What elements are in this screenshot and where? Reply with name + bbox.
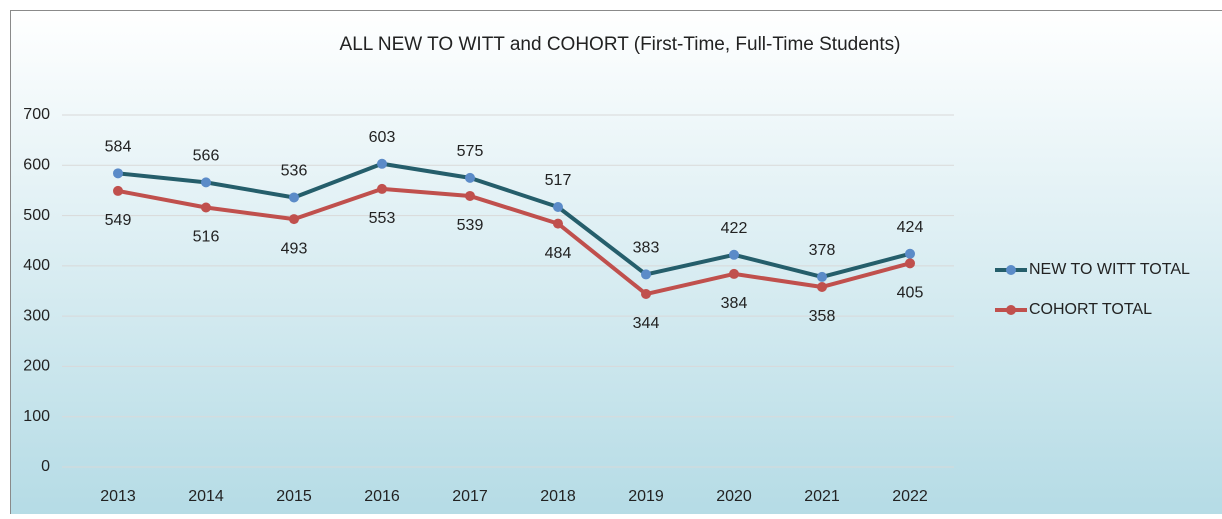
data-label: 575 xyxy=(457,143,484,160)
data-label: 536 xyxy=(281,163,308,180)
data-label: 549 xyxy=(105,212,132,229)
y-tick-label: 400 xyxy=(23,257,50,274)
y-tick-label: 100 xyxy=(23,408,50,425)
x-tick-label: 2013 xyxy=(100,488,136,505)
x-tick-label: 2018 xyxy=(540,488,576,505)
data-point xyxy=(905,249,915,259)
x-tick-label: 2019 xyxy=(628,488,664,505)
legend-marker xyxy=(1006,265,1016,275)
x-tick-label: 2016 xyxy=(364,488,400,505)
data-label: 517 xyxy=(545,172,572,189)
y-tick-label: 0 xyxy=(41,458,50,475)
data-label: 422 xyxy=(721,220,748,237)
data-point xyxy=(817,272,827,282)
data-label: 584 xyxy=(105,139,132,156)
data-label: 484 xyxy=(545,245,572,262)
data-point xyxy=(289,192,299,202)
data-point xyxy=(729,250,739,260)
y-tick-label: 300 xyxy=(23,307,50,324)
x-tick-label: 2015 xyxy=(276,488,312,505)
data-point xyxy=(201,177,211,187)
x-tick-label: 2017 xyxy=(452,488,488,505)
data-label: 358 xyxy=(809,308,836,325)
data-label: 516 xyxy=(193,229,220,246)
x-tick-label: 2020 xyxy=(716,488,752,505)
data-label: 539 xyxy=(457,217,484,234)
data-point xyxy=(905,258,915,268)
data-label: 553 xyxy=(369,210,396,227)
data-point xyxy=(113,168,123,178)
x-tick-label: 2022 xyxy=(892,488,928,505)
y-tick-label: 500 xyxy=(23,207,50,224)
data-label: 384 xyxy=(721,295,748,312)
data-point xyxy=(729,269,739,279)
chart-title: ALL NEW TO WITT and COHORT (First-Time, … xyxy=(340,34,901,55)
data-label: 405 xyxy=(897,285,924,302)
data-point xyxy=(201,203,211,213)
data-point xyxy=(113,186,123,196)
data-label: 424 xyxy=(897,219,924,236)
data-point xyxy=(641,289,651,299)
data-point xyxy=(377,184,387,194)
legend-label: COHORT TOTAL xyxy=(1029,301,1152,318)
data-label: 344 xyxy=(633,315,660,332)
data-label: 603 xyxy=(369,129,396,146)
data-label: 493 xyxy=(281,240,308,257)
data-point xyxy=(465,173,475,183)
y-tick-label: 200 xyxy=(23,358,50,375)
data-point xyxy=(641,269,651,279)
data-point xyxy=(289,214,299,224)
x-tick-label: 2021 xyxy=(804,488,840,505)
data-point xyxy=(553,219,563,229)
data-label: 378 xyxy=(809,242,836,259)
data-point xyxy=(377,159,387,169)
x-tick-label: 2014 xyxy=(188,488,224,505)
legend-label: NEW TO WITT TOTAL xyxy=(1029,261,1190,278)
data-point xyxy=(553,202,563,212)
y-tick-label: 700 xyxy=(23,106,50,123)
y-tick-label: 600 xyxy=(23,157,50,174)
data-point xyxy=(465,191,475,201)
data-point xyxy=(817,282,827,292)
data-label: 383 xyxy=(633,240,660,257)
data-label: 566 xyxy=(193,148,220,165)
legend-marker xyxy=(1006,305,1016,315)
